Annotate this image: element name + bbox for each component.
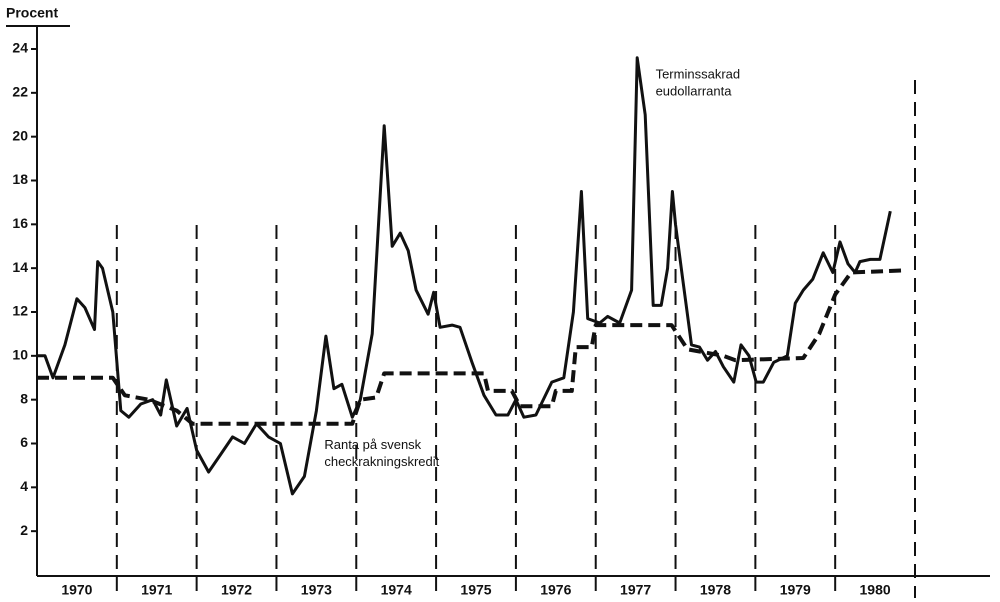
y-tick-label: 12 bbox=[12, 303, 28, 319]
y-tick-label: 8 bbox=[20, 390, 28, 406]
annotation: checkrakningskredit bbox=[324, 454, 439, 469]
x-tick-label: 1977 bbox=[620, 582, 651, 598]
y-tick-label: 16 bbox=[12, 215, 28, 231]
x-tick-label: 1979 bbox=[780, 582, 811, 598]
y-axis-label: Procent bbox=[6, 5, 58, 21]
series-line bbox=[37, 268, 904, 426]
annotation: Ranta på svensk bbox=[324, 437, 421, 452]
x-tick-label: 1973 bbox=[301, 582, 332, 598]
y-tick-label: 14 bbox=[12, 259, 28, 275]
x-tick-label: 1970 bbox=[61, 582, 92, 598]
x-tick-label: 1978 bbox=[700, 582, 731, 598]
x-tick-label: 1980 bbox=[860, 582, 891, 598]
y-tick-label: 22 bbox=[12, 84, 28, 100]
y-tick-label: 24 bbox=[12, 40, 28, 56]
y-tick-label: 20 bbox=[12, 127, 28, 143]
x-tick-label: 1976 bbox=[540, 582, 571, 598]
y-tick-label: 4 bbox=[20, 478, 28, 494]
y-tick-label: 6 bbox=[20, 434, 28, 450]
y-tick-label: 10 bbox=[12, 347, 28, 363]
y-tick-label: 18 bbox=[12, 171, 28, 187]
annotation: Terminssakrad bbox=[656, 67, 741, 82]
x-tick-label: 1971 bbox=[141, 582, 172, 598]
x-tick-label: 1974 bbox=[381, 582, 412, 598]
x-tick-label: 1975 bbox=[460, 582, 491, 598]
y-tick-label: 2 bbox=[20, 522, 28, 538]
x-tick-label: 1972 bbox=[221, 582, 252, 598]
series-line bbox=[37, 56, 892, 496]
annotation: eudollarranta bbox=[656, 84, 733, 99]
